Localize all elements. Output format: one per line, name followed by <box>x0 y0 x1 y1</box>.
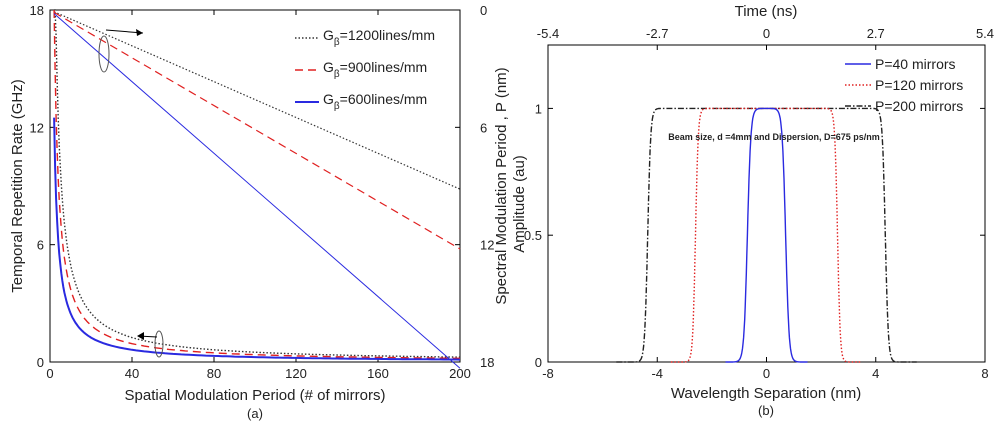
panel-b-x-tick-label: 8 <box>981 366 988 381</box>
legend-label: Gβ=1200lines/mm <box>323 27 435 48</box>
legend-label: Gβ=600lines/mm <box>323 91 427 112</box>
series-pulse-line <box>670 107 863 363</box>
panel-b-top-x-tick-label: 5.4 <box>976 26 994 41</box>
panel-a-y-tick-label: 12 <box>30 120 44 135</box>
series-pulse-line <box>616 107 917 363</box>
panel-a-right-y-tick-label: 0 <box>480 3 487 18</box>
panel-a-y-tick-label: 0 <box>37 355 44 370</box>
panel-b-legend: P=40 mirrors P=120 mirrors P=200 mirrors <box>845 56 963 114</box>
series-rate-line <box>53 117 461 361</box>
panel-b-x-tick-label: -8 <box>542 366 554 381</box>
panel-b-y-tick-label: 0 <box>535 355 542 370</box>
arrow-head-right <box>136 29 143 36</box>
panel-b-top-x-tick-label: -2.7 <box>646 26 668 41</box>
panel-a-x-tick-label: 120 <box>285 366 307 381</box>
panel-b-x-axis-label: Wavelength Separation (nm) <box>671 385 861 402</box>
panel-a-y-tick-label: 6 <box>37 238 44 253</box>
series-spectral-line <box>53 11 461 250</box>
panel-a-right-y-tick-label: 6 <box>480 120 487 135</box>
series-spectral-line <box>53 11 461 190</box>
panel-a-annotations <box>98 29 164 358</box>
panel-b-top-x-tick-label: -5.4 <box>537 26 559 41</box>
panel-a-caption: (a) <box>247 406 263 421</box>
panel-b-caption: (b) <box>758 403 774 418</box>
panel-b-ticks: -8 -4 0 4 8 -5.4 -2.7 0 2.7 5.4 0 0.5 1 <box>524 26 994 381</box>
panel-b-top-x-tick-label: 0 <box>763 26 770 41</box>
panel-b: -8 -4 0 4 8 -5.4 -2.7 0 2.7 5.4 0 0.5 1 Beam size, d… <box>511 3 994 418</box>
panel-a-series <box>53 9 461 369</box>
panel-a-ticks: 0 40 80 120 160 200 0 6 12 18 0 6 12 18 <box>30 3 495 381</box>
panel-a: 0 40 80 120 160 200 0 6 12 18 0 6 12 18 Gβ=1200lines/… <box>9 3 510 421</box>
legend-label: Gβ=900lines/mm <box>323 59 427 80</box>
panel-a-right-y-tick-label: 18 <box>480 355 494 370</box>
panel-b-annotation: Beam size, d =4mm and Dispersion, D=675 … <box>668 132 880 142</box>
panel-a-x-tick-label: 160 <box>367 366 389 381</box>
panel-b-top-x-tick-label: 2.7 <box>867 26 885 41</box>
series-spectral-line <box>53 13 461 369</box>
legend-label: P=120 mirrors <box>875 77 963 93</box>
panel-a-right-y-tick-label: 12 <box>480 238 494 253</box>
panel-a-x-axis-label: Spatial Modulation Period (# of mirrors) <box>125 387 386 404</box>
panel-b-top-x-axis-label: Time (ns) <box>735 3 798 20</box>
panel-a-y-tick-label: 18 <box>30 3 44 18</box>
panel-b-y-tick-label: 0.5 <box>524 228 542 243</box>
legend-label: P=40 mirrors <box>875 56 956 72</box>
panel-b-y-axis-label: Amplitude (au) <box>511 155 528 253</box>
panel-b-x-tick-label: -4 <box>651 366 663 381</box>
panel-a-y-axis-label: Temporal Repetition Rate (GHz) <box>9 79 26 292</box>
panel-b-series <box>616 107 917 363</box>
panel-a-right-y-axis-label: Spectral Modulation Period , P (nm) <box>493 67 510 304</box>
panel-a-x-tick-label: 80 <box>207 366 221 381</box>
arrow-ellipse-lower <box>154 330 164 358</box>
panel-a-x-tick-label: 200 <box>449 366 471 381</box>
panel-a-x-tick-label: 0 <box>46 366 53 381</box>
panel-b-y-tick-label: 1 <box>535 101 542 116</box>
panel-a-x-tick-label: 40 <box>125 366 139 381</box>
arrow-head-left <box>137 332 144 340</box>
panel-b-x-tick-label: 4 <box>872 366 879 381</box>
panel-a-frame <box>49 9 461 363</box>
series-pulse-line <box>725 107 808 363</box>
panel-a-legend: Gβ=1200lines/mm Gβ=900lines/mm Gβ=600lines… <box>295 27 435 112</box>
arrow-ellipse-upper <box>98 35 110 73</box>
panel-b-x-tick-label: 0 <box>763 366 770 381</box>
legend-label: P=200 mirrors <box>875 98 963 114</box>
